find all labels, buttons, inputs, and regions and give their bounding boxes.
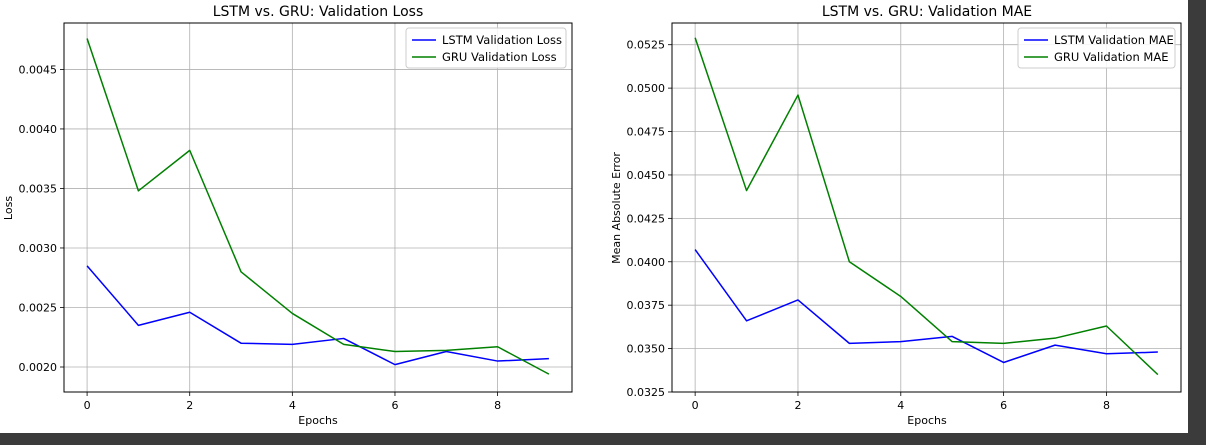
y-tick-label: 0.0025 bbox=[19, 301, 58, 314]
lstm-series-line bbox=[86, 265, 549, 366]
y-tick-label: 0.0325 bbox=[627, 386, 666, 399]
series-lines bbox=[694, 37, 1159, 376]
y-axis-label: Mean Absolute Error bbox=[610, 152, 623, 264]
y-tick-label: 0.0045 bbox=[19, 63, 58, 76]
y-tick-label: 0.0375 bbox=[627, 299, 666, 312]
legend-entry: LSTM Validation Loss bbox=[442, 33, 562, 47]
legend-box bbox=[1017, 27, 1176, 69]
tick-labels: 0 2 4 6 8 0.0020 0.0025 0.0030 0.0035 0.0040 0.004… bbox=[19, 63, 502, 412]
y-tick-label: 0.0525 bbox=[627, 39, 666, 52]
chart-title: LSTM vs. GRU: Validation Loss bbox=[213, 4, 424, 20]
x-tick-label: 6 bbox=[391, 399, 398, 412]
y-tick-label: 0.0425 bbox=[627, 212, 666, 225]
x-tick-label: 4 bbox=[897, 399, 904, 412]
legend-entry: GRU Validation Loss bbox=[442, 50, 557, 64]
y-tick-label: 0.0040 bbox=[19, 123, 58, 136]
legend: LSTM Validation MAE GRU Validation MAE bbox=[1017, 27, 1176, 69]
plot-frame bbox=[63, 22, 573, 393]
x-tick-label: 8 bbox=[1103, 399, 1110, 412]
x-tick-label: 6 bbox=[1000, 399, 1007, 412]
y-tick-label: 0.0475 bbox=[627, 126, 666, 139]
x-tick-label: 4 bbox=[289, 399, 296, 412]
y-tick-label: 0.0500 bbox=[627, 82, 666, 95]
x-tick-label: 8 bbox=[494, 399, 501, 412]
window-edge-right bbox=[1188, 0, 1206, 445]
chart-title: LSTM vs. GRU: Validation MAE bbox=[822, 4, 1032, 20]
x-tick-label: 2 bbox=[794, 399, 801, 412]
x-tick-label: 2 bbox=[186, 399, 193, 412]
y-axis-label: Loss bbox=[2, 196, 15, 220]
x-axis-label: Epochs bbox=[298, 414, 338, 427]
gru-series-line bbox=[694, 37, 1159, 376]
legend-entry: LSTM Validation MAE bbox=[1054, 33, 1174, 47]
y-tick-label: 0.0035 bbox=[19, 182, 58, 195]
y-tick-label: 0.0030 bbox=[19, 242, 58, 255]
grid bbox=[672, 23, 1181, 393]
grid bbox=[64, 23, 572, 392]
series-lines bbox=[86, 38, 550, 375]
y-tick-label: 0.0020 bbox=[19, 361, 58, 374]
gru-series-line bbox=[86, 38, 550, 375]
y-tick-label: 0.0350 bbox=[627, 343, 666, 356]
legend-entry: GRU Validation MAE bbox=[1054, 50, 1168, 64]
x-axis-label: Epochs bbox=[907, 414, 947, 427]
window-edge-bottom bbox=[0, 433, 1206, 445]
x-tick-label: 0 bbox=[84, 399, 91, 412]
y-tick-label: 0.0450 bbox=[627, 169, 666, 182]
y-tick-label: 0.0400 bbox=[627, 256, 666, 269]
plot-frame bbox=[671, 22, 1182, 393]
lstm-series-line bbox=[694, 249, 1158, 364]
loss-chart: LSTM vs. GRU: Validation Loss 0 2 4 6 8 0.002… bbox=[2, 4, 573, 427]
mae-chart: LSTM vs. GRU: Validation MAE 0 2 4 6 8 0.0325… bbox=[610, 4, 1182, 427]
legend: LSTM Validation Loss GRU Validation Loss bbox=[405, 27, 567, 69]
legend-box bbox=[405, 27, 567, 69]
tick-labels: 0 2 4 6 8 0.0325 0.0350 0.0375 0.0400 0.0425 0.045… bbox=[627, 39, 1110, 412]
x-tick-label: 0 bbox=[692, 399, 699, 412]
